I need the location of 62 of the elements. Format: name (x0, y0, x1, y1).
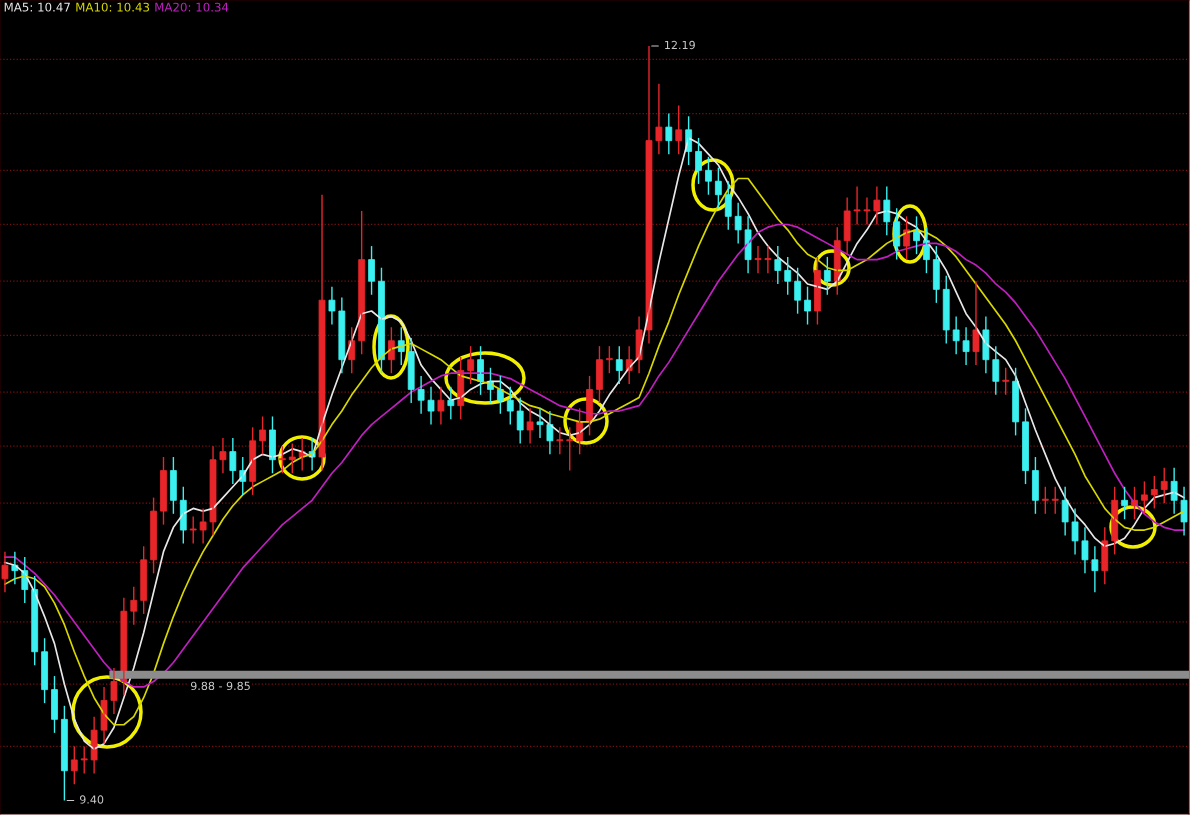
candlestick (724, 180, 732, 231)
candlestick (675, 104, 683, 155)
candlestick (784, 256, 792, 296)
candlestick (427, 386, 435, 426)
candlestick (140, 545, 148, 615)
candlestick (764, 245, 772, 274)
candlestick (1081, 526, 1089, 575)
candlestick (130, 586, 138, 626)
candlestick (278, 445, 286, 474)
candlestick (80, 745, 88, 775)
candlestick (1150, 475, 1158, 510)
candlestick (199, 507, 207, 545)
candlestick (823, 256, 831, 296)
band-label: 9.88 - 9.85 (190, 681, 250, 691)
candlestick (1032, 456, 1039, 515)
candlestick (437, 386, 445, 426)
candlestick (160, 456, 167, 526)
candlestick (794, 267, 802, 315)
candlestick (417, 375, 425, 415)
candlestick (170, 456, 177, 515)
candlestick (605, 345, 613, 374)
candlestick (1022, 407, 1029, 485)
candlestick (695, 137, 702, 185)
candlestick (873, 185, 881, 226)
candlestick (189, 515, 197, 545)
candlestick (1002, 367, 1010, 396)
candlestick (1141, 480, 1148, 515)
candlestick (259, 415, 266, 456)
text: MA5: 10.47 (4, 2, 70, 12)
candlestick (368, 245, 375, 296)
candlestick (1051, 486, 1059, 515)
candlestick (992, 345, 1000, 396)
annotation: 12.19 (665, 40, 695, 50)
candlestick (288, 442, 296, 474)
candlestick (655, 83, 663, 155)
candlestick (506, 386, 514, 426)
candlestick (596, 345, 603, 404)
candlestick (754, 245, 762, 274)
candlestick (526, 407, 534, 445)
candlestick (942, 275, 950, 345)
candlestick (962, 326, 970, 366)
candlestick (51, 675, 58, 734)
candlestick (1041, 486, 1049, 515)
candlestick (70, 745, 78, 785)
candlestick (467, 345, 475, 385)
candlestick (219, 437, 227, 474)
candlestick (705, 156, 712, 196)
candlestick (566, 426, 574, 472)
candlestick (1071, 507, 1079, 556)
candlestick (804, 285, 811, 326)
annotation: 9.40 (79, 795, 104, 804)
candlestick (853, 185, 861, 226)
text: MA10: 10.43 (76, 2, 150, 12)
candlestick (863, 196, 871, 226)
candlestick (615, 345, 623, 385)
candlestick (110, 667, 118, 715)
candlestick (328, 285, 336, 326)
candlestick (536, 407, 544, 439)
candlestick (774, 245, 782, 285)
text: MA20: 10.34 (155, 2, 229, 12)
candlestick (150, 496, 157, 575)
candlestick (1160, 467, 1168, 504)
